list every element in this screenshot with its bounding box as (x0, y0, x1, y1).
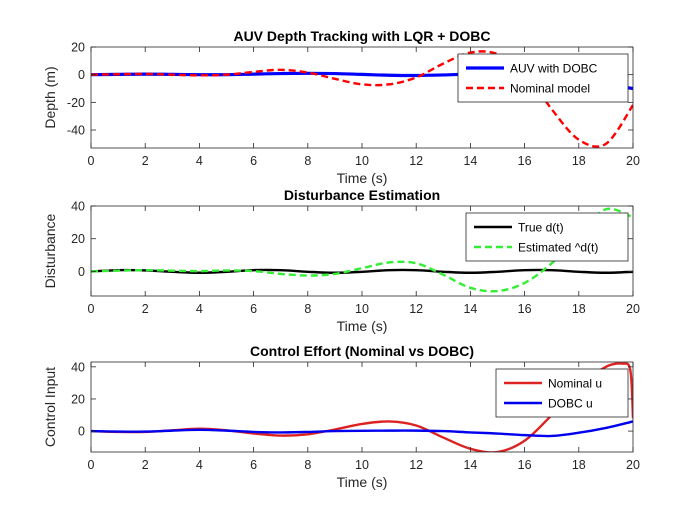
y-tick-label: 20 (71, 41, 85, 55)
chart-title: Disturbance Estimation (284, 187, 440, 203)
x-tick-label: 0 (88, 302, 95, 316)
y-axis-label: Disturbance (42, 213, 58, 288)
y-tick-label: 40 (71, 360, 85, 374)
x-tick-label: 8 (304, 154, 311, 168)
x-tick-label: 10 (355, 302, 369, 316)
y-tick-label: 0 (78, 68, 85, 82)
series-line-2 (91, 420, 633, 438)
x-tick-label: 14 (463, 154, 477, 168)
x-tick-label: 12 (409, 302, 423, 316)
y-tick-label: 0 (78, 425, 85, 439)
x-tick-label: 2 (142, 458, 149, 472)
y-tick-label: 20 (71, 232, 85, 246)
x-tick-label: 4 (196, 154, 203, 168)
legend-label-1: True d(t) (518, 221, 564, 235)
x-tick-label: 20 (626, 302, 640, 316)
x-tick-label: 18 (572, 302, 586, 316)
x-tick-label: 0 (88, 458, 95, 472)
chart-title: AUV Depth Tracking with LQR + DOBC (233, 28, 490, 44)
x-tick-label: 4 (196, 302, 203, 316)
x-tick-label: 4 (196, 458, 203, 472)
y-tick-label: 40 (71, 200, 85, 214)
legend: True d(t) Estimated ^d(t) (465, 212, 629, 262)
subplot-2: 0 2 4 6 8 10 12 14 16 18 20 0 20 40 Disturbance Estima… (42, 187, 640, 334)
x-tick-label: 2 (142, 154, 149, 168)
x-tick-label: 20 (626, 458, 640, 472)
legend-box (495, 368, 629, 418)
x-tick-label: 16 (518, 458, 532, 472)
x-axis-label: Time (s) (337, 474, 388, 490)
x-tick-label: 6 (250, 458, 257, 472)
legend-label-1: Nominal u (548, 377, 602, 391)
legend-box (465, 212, 629, 262)
legend-label-2: Nominal model (510, 82, 590, 96)
x-tick-label: 0 (88, 154, 95, 168)
legend: AUV with DOBC Nominal model (457, 53, 629, 103)
x-tick-label: 8 (304, 302, 311, 316)
y-axis-label: Control Input (42, 367, 58, 447)
legend-box (457, 53, 629, 103)
subplot-1: 0 2 4 6 8 10 12 14 16 18 20 -40 -20 0 20 AUV Depth Trac… (42, 28, 640, 186)
x-axis-label: Time (s) (337, 170, 388, 186)
y-tick-label: -40 (67, 124, 85, 138)
chart-title: Control Effort (Nominal vs DOBC) (250, 343, 474, 359)
x-tick-label: 6 (250, 302, 257, 316)
series-line-2 (91, 207, 633, 293)
x-tick-label: 12 (409, 154, 423, 168)
series-line-2 (91, 50, 633, 148)
x-tick-label: 6 (250, 154, 257, 168)
x-tick-label: 12 (409, 458, 423, 472)
x-tick-label: 14 (463, 302, 477, 316)
series-group (91, 207, 633, 293)
y-axis-label: Depth (m) (42, 66, 58, 128)
x-tick-label: 14 (463, 458, 477, 472)
legend-label-1: AUV with DOBC (510, 62, 598, 76)
x-tick-label: 10 (355, 154, 369, 168)
x-axis-label: Time (s) (337, 318, 388, 334)
x-tick-label: 2 (142, 302, 149, 316)
x-tick-label: 10 (355, 458, 369, 472)
subplot-3: 0 2 4 6 8 10 12 14 16 18 20 0 20 40 Control Effort (No… (42, 343, 640, 490)
legend-label-2: DOBC u (548, 397, 593, 411)
x-tick-label: 18 (572, 458, 586, 472)
x-tick-label: 16 (518, 154, 532, 168)
legend: Nominal u DOBC u (495, 368, 629, 418)
x-tick-label: 18 (572, 154, 586, 168)
y-tick-label: 0 (78, 265, 85, 279)
y-tick-label: -20 (67, 96, 85, 110)
legend-label-2: Estimated ^d(t) (518, 241, 598, 255)
x-tick-label: 16 (518, 302, 532, 316)
x-tick-label: 8 (304, 458, 311, 472)
y-tick-label: 20 (71, 392, 85, 406)
x-tick-label: 20 (626, 154, 640, 168)
